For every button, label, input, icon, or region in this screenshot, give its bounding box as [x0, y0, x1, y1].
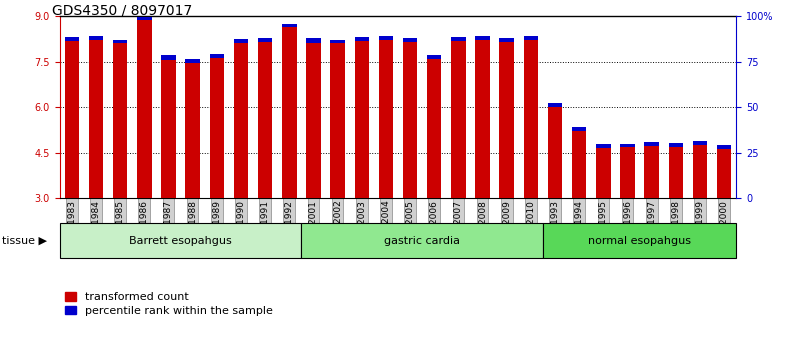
Bar	[543, 223, 736, 258]
Text: GDS4350 / 8097017: GDS4350 / 8097017	[52, 4, 192, 18]
Bar	[548, 103, 562, 107]
Bar	[64, 36, 79, 41]
Bar	[330, 40, 345, 43]
Text: normal esopahgus: normal esopahgus	[588, 236, 691, 246]
Bar	[64, 41, 79, 198]
Bar	[620, 148, 635, 198]
Bar	[645, 146, 659, 198]
Bar	[185, 63, 200, 198]
Bar	[524, 36, 538, 40]
Bar	[427, 55, 442, 59]
Bar	[354, 37, 369, 41]
Bar	[282, 23, 296, 28]
Bar	[596, 144, 611, 148]
Bar	[88, 40, 103, 198]
Legend: transformed count, percentile rank within the sample: transformed count, percentile rank withi…	[65, 292, 273, 316]
Bar	[60, 223, 302, 258]
Bar	[258, 42, 272, 198]
Bar	[451, 36, 466, 41]
Bar	[524, 40, 538, 198]
Text: gastric cardia: gastric cardia	[384, 236, 460, 246]
Bar	[379, 40, 393, 198]
Bar	[113, 40, 127, 43]
Bar	[693, 141, 708, 145]
Bar	[548, 107, 562, 198]
Bar	[137, 21, 151, 198]
Bar	[137, 17, 151, 21]
Bar	[379, 36, 393, 40]
Bar	[113, 43, 127, 198]
Bar	[572, 131, 587, 198]
Bar	[403, 38, 417, 42]
Bar	[403, 42, 417, 198]
Text: tissue ▶: tissue ▶	[2, 236, 47, 246]
Bar	[306, 43, 321, 198]
Bar	[88, 36, 103, 40]
Bar	[330, 43, 345, 198]
Bar	[500, 42, 514, 198]
Bar	[717, 149, 732, 198]
Bar	[282, 28, 296, 198]
Bar	[620, 144, 635, 148]
Bar	[209, 54, 224, 58]
Bar	[234, 39, 248, 43]
Bar	[693, 145, 708, 198]
Bar	[500, 38, 514, 42]
Bar	[669, 143, 683, 147]
Bar	[572, 127, 587, 131]
Bar	[161, 55, 176, 60]
Bar	[209, 58, 224, 198]
Bar	[645, 142, 659, 146]
Bar	[475, 36, 490, 40]
Text: Barrett esopahgus: Barrett esopahgus	[129, 236, 232, 246]
Bar	[354, 41, 369, 198]
Bar	[258, 38, 272, 42]
Bar	[596, 148, 611, 198]
Bar	[451, 41, 466, 198]
Bar	[302, 223, 543, 258]
Bar	[669, 147, 683, 198]
Bar	[306, 38, 321, 43]
Bar	[234, 43, 248, 198]
Bar	[717, 145, 732, 149]
Bar	[161, 60, 176, 198]
Bar	[185, 59, 200, 63]
Bar	[475, 40, 490, 198]
Bar	[427, 59, 442, 198]
